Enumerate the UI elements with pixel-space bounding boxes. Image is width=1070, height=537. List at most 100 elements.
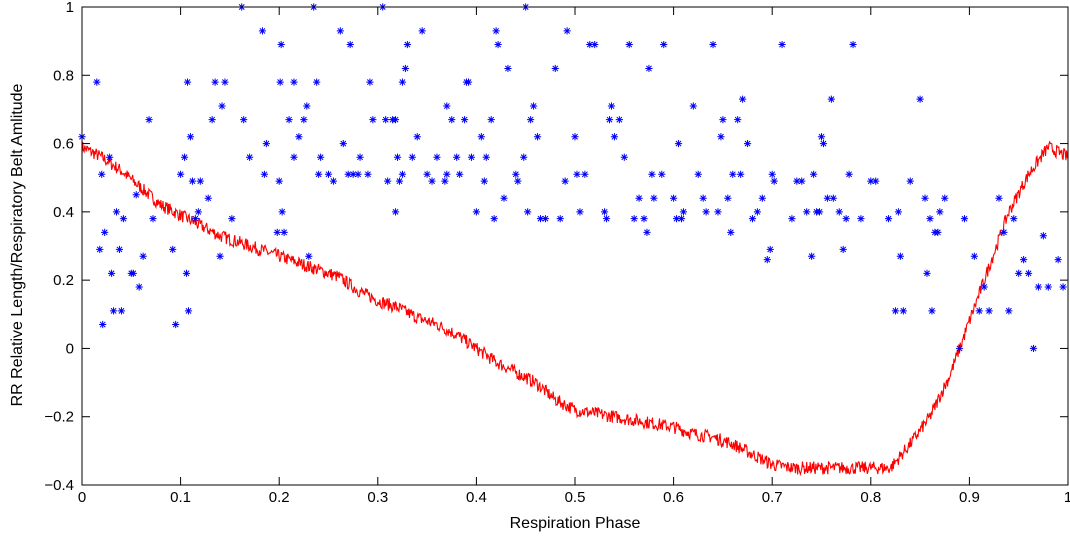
scatter-point — [640, 215, 648, 223]
scatter-point — [823, 194, 832, 202]
scatter-point — [177, 170, 185, 178]
scatter-point — [456, 170, 464, 178]
scatter-point — [145, 116, 153, 124]
scatter-point — [770, 177, 778, 185]
scatter-point — [492, 27, 500, 35]
scatter-point — [395, 177, 404, 185]
scatter-point — [132, 191, 140, 199]
scatter-point — [970, 252, 978, 260]
y-tick-label: 0 — [66, 340, 74, 357]
scatter-point — [117, 307, 126, 315]
scatter-point — [290, 78, 298, 86]
scatter-point — [763, 256, 771, 264]
scatter-point — [391, 208, 400, 216]
scatter-point — [906, 177, 914, 185]
scatter-point — [221, 78, 229, 86]
scatter-point — [529, 102, 538, 110]
scatter-point — [258, 27, 267, 35]
scatter-point — [955, 344, 964, 353]
scatter-point — [724, 194, 732, 202]
scatter-point — [980, 283, 988, 291]
scatter-point — [329, 177, 338, 185]
scatter-point — [280, 228, 288, 236]
scatter-point — [928, 307, 936, 315]
scatter-point — [702, 208, 710, 216]
scatter-point — [737, 170, 745, 178]
scatter-point — [391, 116, 400, 124]
scatter-point — [926, 215, 934, 223]
scatter-point — [93, 78, 101, 86]
scatter-point — [541, 215, 550, 223]
scatter-point — [246, 153, 254, 161]
scatter-point — [418, 27, 426, 35]
scatter-point — [317, 153, 325, 161]
scatter-point — [699, 194, 707, 202]
scatter-point — [413, 133, 421, 141]
scatter-point — [1029, 344, 1038, 353]
scatter-point — [630, 215, 638, 223]
scatter-point — [810, 170, 818, 178]
scatter-point — [303, 102, 311, 110]
scatter-point — [1015, 269, 1023, 277]
scatter-point — [600, 208, 609, 216]
scatter-point — [339, 139, 347, 148]
scatter-point — [295, 133, 303, 141]
scatter-point — [768, 170, 776, 178]
scatter-point — [743, 139, 752, 148]
scatter-point — [995, 194, 1003, 202]
scatter-point — [714, 208, 722, 216]
scatter-point — [835, 208, 843, 216]
scatter-point — [453, 153, 461, 161]
scatter-point — [275, 177, 283, 185]
scatter-point — [556, 215, 564, 223]
scatter-point — [512, 170, 520, 178]
scatter-point — [433, 153, 441, 161]
scatter-point — [660, 40, 668, 49]
scatter-point — [1020, 256, 1028, 264]
scatter-point — [605, 116, 614, 124]
scatter-point — [524, 208, 532, 216]
scatter-point — [645, 64, 653, 73]
scatter-point — [679, 208, 688, 216]
scatter-point — [739, 95, 747, 103]
scatter-point — [650, 194, 658, 202]
scatter-point — [819, 139, 828, 148]
scatter-point — [896, 252, 904, 260]
y-axis-title: RR Relative Length/Respiratory Belt Amli… — [9, 83, 26, 406]
scatter-point — [1059, 283, 1067, 291]
scatter-point — [586, 40, 594, 49]
scatter-point — [1000, 228, 1008, 236]
scatter-point — [191, 215, 199, 223]
scatter-point — [1039, 232, 1047, 240]
series-line — [81, 140, 1069, 477]
y-tick-label: 0.8 — [53, 67, 74, 84]
scatter-point — [839, 245, 847, 254]
scatter-point — [709, 40, 717, 49]
scatter-point — [788, 215, 796, 223]
scatter-point — [180, 153, 189, 161]
scatter-point — [172, 320, 180, 329]
scatter-point — [273, 228, 281, 236]
scatter-point — [98, 170, 106, 178]
scatter-point — [472, 208, 480, 216]
scatter-point — [758, 194, 766, 202]
scatter-point — [607, 102, 616, 110]
scatter-point — [672, 215, 681, 223]
scatter-point — [487, 116, 495, 124]
scatter-point — [477, 133, 485, 141]
scatter-point — [490, 215, 498, 223]
scatter-point — [346, 40, 354, 49]
scatter-point — [766, 245, 774, 254]
x-tick-label: 0.6 — [663, 489, 684, 506]
scatter-point — [921, 194, 929, 202]
scatter-point — [441, 177, 449, 185]
x-tick-label: 1 — [1064, 489, 1070, 506]
scatter-point — [240, 116, 248, 124]
scatter-point — [129, 269, 137, 277]
scatter-point — [278, 208, 286, 216]
scatter-point — [1005, 307, 1013, 315]
scatter-point — [218, 102, 226, 110]
scatter-point — [384, 177, 392, 185]
scatter-point — [182, 269, 191, 277]
scatter-point — [808, 252, 816, 260]
